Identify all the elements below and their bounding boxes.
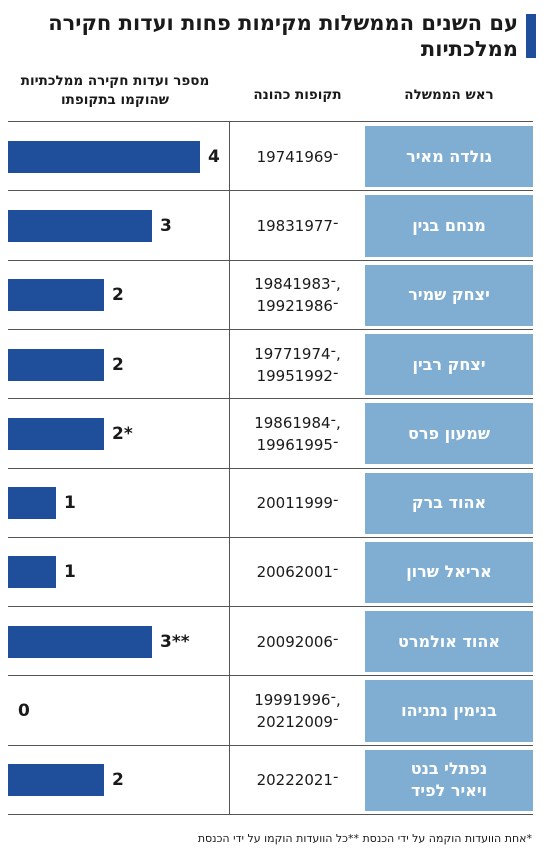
term-cell: 1974־1969: [256, 147, 339, 166]
column-divider: [229, 122, 230, 815]
bar-value-label: 2: [112, 285, 124, 306]
bar: [8, 556, 56, 589]
pm-name-cell: בנימין נתניהו: [365, 680, 533, 742]
bar-value-label: 3**: [160, 631, 190, 652]
term-cell: 2009־2006: [256, 632, 339, 651]
pm-name-cell: אהוד אולמרט: [365, 611, 533, 673]
term-cell: 1999־1996, 2021־2009: [254, 691, 341, 732]
pm-name-cell: אריאל שרון: [365, 541, 533, 604]
chart-title: עם השנים הממשלות מקימות פחות ועדות חקירה…: [48, 11, 518, 61]
term-cell: 2006־2001: [256, 563, 339, 582]
row-divider: [8, 744, 533, 746]
term-cell: 1986־1984, 1996־1995: [254, 413, 341, 454]
title-accent-bar: [526, 14, 536, 58]
pm-name-cell: יצחק רבין: [365, 333, 533, 396]
bar: [8, 209, 152, 242]
footnote: *אחת הוועדות הוקמה על ידי הכנסת **כל הוו…: [197, 832, 532, 845]
bar-value-label: 1: [64, 493, 76, 514]
pm-name-cell: מנחם בגין: [365, 195, 533, 257]
row-divider: [8, 675, 533, 677]
row-divider-bottom: [8, 814, 533, 815]
bar: [8, 625, 152, 658]
row-divider: [8, 606, 533, 608]
column-header-pm: ראש הממשלה: [404, 87, 494, 103]
bar-value-label: 2*: [112, 423, 133, 444]
column-header-commissions: מספר ועדות חקירה ממלכתיות שהוקמו בתקופתו: [20, 73, 210, 108]
bar: [8, 348, 104, 381]
row-divider: [8, 467, 533, 469]
bar-value-label: 2: [112, 354, 124, 375]
row-divider: [8, 328, 533, 330]
term-cell: 2001־1999: [256, 494, 339, 513]
pm-name-cell: נפתלי בנט ויאיר לפיד: [365, 749, 533, 811]
title-area: עם השנים הממשלות מקימות פחות ועדות חקירה…: [0, 0, 550, 66]
term-cell: 2022־2021: [256, 771, 339, 790]
column-header-term: תקופות כהונה: [253, 87, 342, 103]
term-cell: 1983־1977: [256, 216, 339, 235]
row-divider: [8, 121, 533, 122]
row-divider: [8, 536, 533, 538]
bar-value-label: 2: [112, 770, 124, 791]
pm-name-cell: גולדה מאיר: [365, 126, 533, 188]
row-divider: [8, 190, 533, 192]
pm-name-cell: שמעון פרס: [365, 403, 533, 465]
pm-name-cell: אהוד ברק: [365, 472, 533, 534]
bar-value-label: 1: [64, 562, 76, 583]
row-divider: [8, 259, 533, 261]
bar-value-label: 0: [18, 701, 30, 722]
bar: [8, 140, 200, 173]
bar: [8, 487, 56, 520]
row-divider: [8, 398, 533, 400]
term-cell: 1984־1983, 1992־1986: [254, 275, 341, 316]
bar-value-label: 3: [160, 215, 172, 236]
bar: [8, 417, 104, 450]
bar-value-label: 4: [208, 146, 220, 167]
pm-name-cell: יצחק שמיר: [365, 264, 533, 326]
bar: [8, 764, 104, 797]
term-cell: 1977־1974, 1995־1992: [254, 344, 341, 385]
bar: [8, 279, 104, 312]
